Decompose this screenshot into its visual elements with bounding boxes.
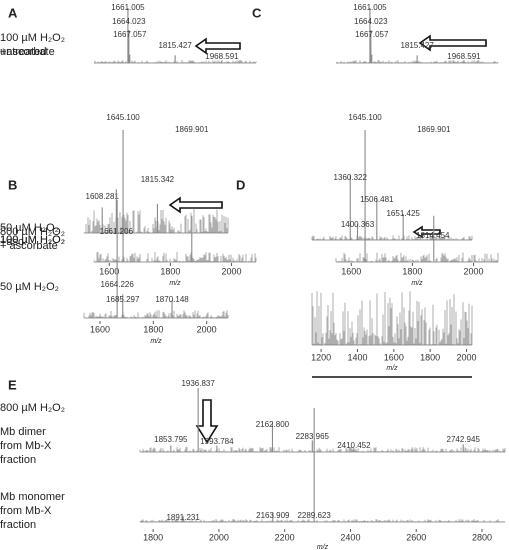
peak-label: 1968.591 xyxy=(205,52,239,61)
x-tick-label: 1600 xyxy=(90,324,110,334)
condition: 50 µM H₂O₂ xyxy=(0,281,59,293)
x-tick-label: 1200 xyxy=(311,352,331,362)
peak-label: 1815.427 xyxy=(158,41,192,50)
x-tick-label: 2800 xyxy=(472,532,492,542)
peak-label: 1645.100 xyxy=(106,113,140,122)
x-tick-label: 2000 xyxy=(464,266,484,276)
peak-label: 2289.623 xyxy=(297,511,331,520)
peak-label: 1685.297 xyxy=(106,295,140,304)
arrow xyxy=(195,399,219,444)
peak-label: 1869.901 xyxy=(417,125,451,134)
condition: fraction xyxy=(0,454,36,466)
x-tick-label: 2000 xyxy=(197,324,217,334)
peak-label: 1993.784 xyxy=(200,437,234,446)
condition: +ascorbate xyxy=(0,46,55,58)
peak-label: 1891.231 xyxy=(166,513,200,522)
x-tick-label: 2200 xyxy=(275,532,295,542)
x-tick-label: 1800 xyxy=(143,532,163,542)
peak-label: 1815.342 xyxy=(141,175,175,184)
peak-label: 1651.425 xyxy=(386,209,420,218)
peak-label: 1853.795 xyxy=(154,435,188,444)
panel-label: C xyxy=(252,5,262,20)
panel-label: E xyxy=(8,377,17,392)
peak-label: 1815.427 xyxy=(400,41,434,50)
x-tick-label: 1800 xyxy=(143,324,163,334)
x-axis-label: m/z xyxy=(169,280,181,287)
condition: 800 µM H₂O₂ xyxy=(0,226,65,238)
peak-label: 1667.057 xyxy=(113,30,147,39)
peak-label: 1661.005 xyxy=(353,3,387,12)
peak-label: 1400.363 xyxy=(341,220,375,229)
peak-label: 1667.057 xyxy=(355,30,389,39)
peak-label: 1936.837 xyxy=(181,379,215,388)
x-axis-label: m/z xyxy=(317,544,329,550)
arrow xyxy=(194,37,241,55)
x-tick-label: 1600 xyxy=(384,352,404,362)
condition: fraction xyxy=(0,519,36,531)
x-axis-label: m/z xyxy=(411,280,423,287)
peak-label: 2742.945 xyxy=(447,435,481,444)
peak-label: 1664.023 xyxy=(112,17,146,26)
x-tick-label: 2400 xyxy=(340,532,360,542)
x-tick-label: 1800 xyxy=(160,266,180,276)
peak-label: 2283.965 xyxy=(296,432,330,441)
noise xyxy=(139,447,506,452)
condition: 100 µM H₂O₂ xyxy=(0,32,65,44)
condition: +asc xyxy=(0,236,24,248)
x-tick-label: 2000 xyxy=(457,352,477,362)
noise xyxy=(93,252,257,262)
condition: 100 µM H₂O₂ xyxy=(0,234,65,246)
peak-label: 1608.281 xyxy=(86,192,120,201)
x-tick-label: 1400 xyxy=(347,352,367,362)
condition: Mb dimer xyxy=(0,426,46,438)
condition: + ascorbate xyxy=(0,240,58,252)
arrow xyxy=(168,196,223,214)
x-tick-label: 1800 xyxy=(420,352,440,362)
condition: from Mb-X xyxy=(0,440,52,452)
condition: 50 µM H₂O₂ xyxy=(0,222,59,234)
x-tick-label: 2600 xyxy=(406,532,426,542)
peak-label: 1506.481 xyxy=(360,195,394,204)
peak-label: 2410.452 xyxy=(337,441,371,450)
x-tick-label: 2000 xyxy=(222,266,242,276)
x-tick-label: 1600 xyxy=(99,266,119,276)
arrow xyxy=(412,225,441,239)
x-axis-label: m/z xyxy=(386,365,398,372)
peak-label: 1664.023 xyxy=(354,17,388,26)
x-tick-label: 2000 xyxy=(209,532,229,542)
peak-label: 1870.148 xyxy=(155,295,189,304)
peak-label: 1968.591 xyxy=(447,52,481,61)
peak-label: 2162.800 xyxy=(256,420,290,429)
panel-label: A xyxy=(8,5,18,20)
peak-label: 1360.322 xyxy=(334,173,368,182)
peak-label: 1814.454 xyxy=(416,231,450,240)
panel-label: B xyxy=(8,177,17,192)
noise xyxy=(335,252,499,262)
peak-label: 2163.909 xyxy=(256,511,290,520)
x-axis-label: m/z xyxy=(150,338,162,345)
peak-label: 1664.226 xyxy=(100,280,134,289)
noise xyxy=(83,310,229,318)
peak-label: 1869.901 xyxy=(175,125,209,134)
condition: untreated xyxy=(0,46,46,58)
x-tick-label: 1600 xyxy=(341,266,361,276)
condition: Mb monomer xyxy=(0,491,65,503)
peak-label: 1661.005 xyxy=(111,3,145,12)
condition: 100 µM H₂O₂ xyxy=(0,234,65,246)
arrow xyxy=(418,34,487,52)
peak-label: 1645.100 xyxy=(348,113,382,122)
panel-label: D xyxy=(236,177,245,192)
noise xyxy=(311,291,473,345)
x-tick-label: 1800 xyxy=(402,266,422,276)
condition: 800 µM H₂O₂ xyxy=(0,402,65,414)
condition: from Mb-X xyxy=(0,505,52,517)
